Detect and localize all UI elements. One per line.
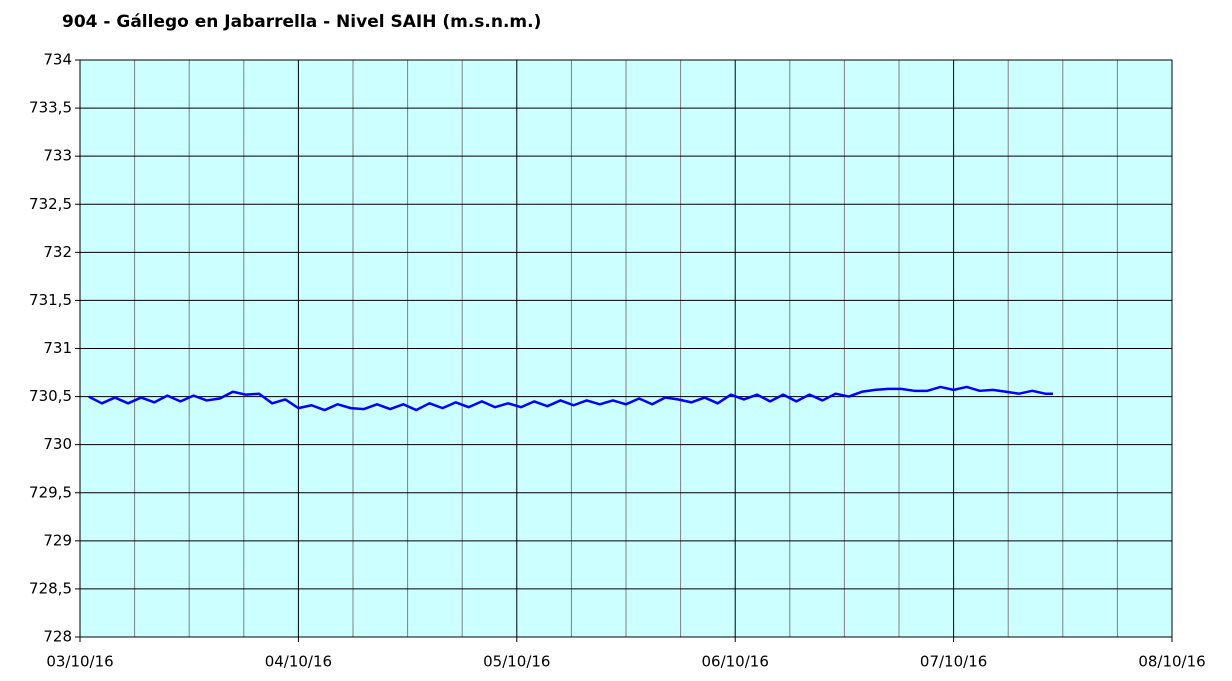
y-tick-label: 732,5 bbox=[29, 195, 72, 213]
y-tick-label: 734 bbox=[43, 51, 72, 69]
x-tick-label: 04/10/16 bbox=[265, 653, 332, 671]
y-tick-label: 729 bbox=[43, 531, 72, 549]
y-tick-label: 733,5 bbox=[29, 99, 72, 117]
y-tick-label: 731 bbox=[43, 339, 72, 357]
y-tick-label: 731,5 bbox=[29, 291, 72, 309]
x-tick-label: 06/10/16 bbox=[702, 653, 769, 671]
y-tick-label: 732 bbox=[43, 243, 72, 261]
chart-title: 904 - Gállego en Jabarrella - Nivel SAIH… bbox=[62, 12, 541, 32]
y-tick-label: 728,5 bbox=[29, 579, 72, 597]
y-tick-label: 730,5 bbox=[29, 387, 72, 405]
y-tick-label: 730 bbox=[43, 435, 72, 453]
data-line bbox=[88, 385, 1053, 412]
y-tick-label: 733 bbox=[43, 147, 72, 165]
x-tick-label: 07/10/16 bbox=[920, 653, 987, 671]
y-tick-label: 728 bbox=[43, 628, 72, 646]
x-tick-label: 05/10/16 bbox=[483, 653, 550, 671]
x-tick-label: 08/10/16 bbox=[1138, 653, 1205, 671]
y-tick-label: 729,5 bbox=[29, 483, 72, 501]
plot-border bbox=[79, 59, 1173, 638]
x-tick-label: 03/10/16 bbox=[46, 653, 113, 671]
